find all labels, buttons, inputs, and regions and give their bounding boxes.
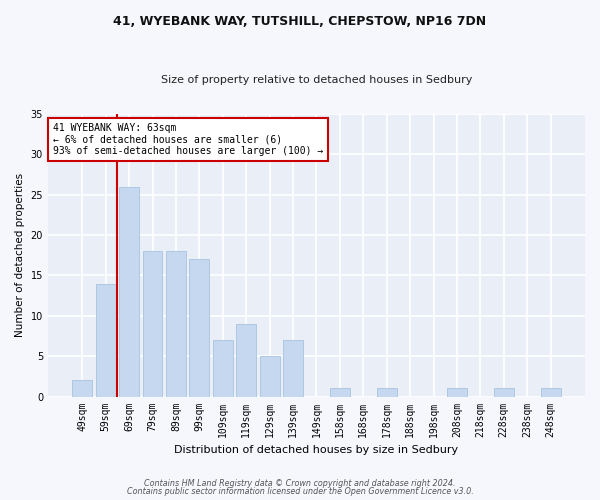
X-axis label: Distribution of detached houses by size in Sedbury: Distribution of detached houses by size … (175, 445, 458, 455)
Bar (283, 340, 303, 396)
Bar (119, 186, 139, 396)
Bar (166, 252, 186, 396)
Bar (377, 388, 397, 396)
Title: Size of property relative to detached houses in Sedbury: Size of property relative to detached ho… (161, 76, 472, 86)
Bar (494, 388, 514, 396)
Bar (447, 388, 467, 396)
Bar (143, 252, 163, 396)
Bar (190, 260, 209, 396)
Bar (236, 324, 256, 396)
Bar (213, 340, 233, 396)
Text: 41 WYEBANK WAY: 63sqm
← 6% of detached houses are smaller (6)
93% of semi-detach: 41 WYEBANK WAY: 63sqm ← 6% of detached h… (53, 122, 323, 156)
Bar (330, 388, 350, 396)
Bar (541, 388, 560, 396)
Text: Contains HM Land Registry data © Crown copyright and database right 2024.: Contains HM Land Registry data © Crown c… (144, 478, 456, 488)
Bar (260, 356, 280, 397)
Bar (73, 380, 92, 396)
Text: Contains public sector information licensed under the Open Government Licence v3: Contains public sector information licen… (127, 487, 473, 496)
Text: 41, WYEBANK WAY, TUTSHILL, CHEPSTOW, NP16 7DN: 41, WYEBANK WAY, TUTSHILL, CHEPSTOW, NP1… (113, 15, 487, 28)
Bar (96, 284, 116, 397)
Y-axis label: Number of detached properties: Number of detached properties (15, 173, 25, 338)
